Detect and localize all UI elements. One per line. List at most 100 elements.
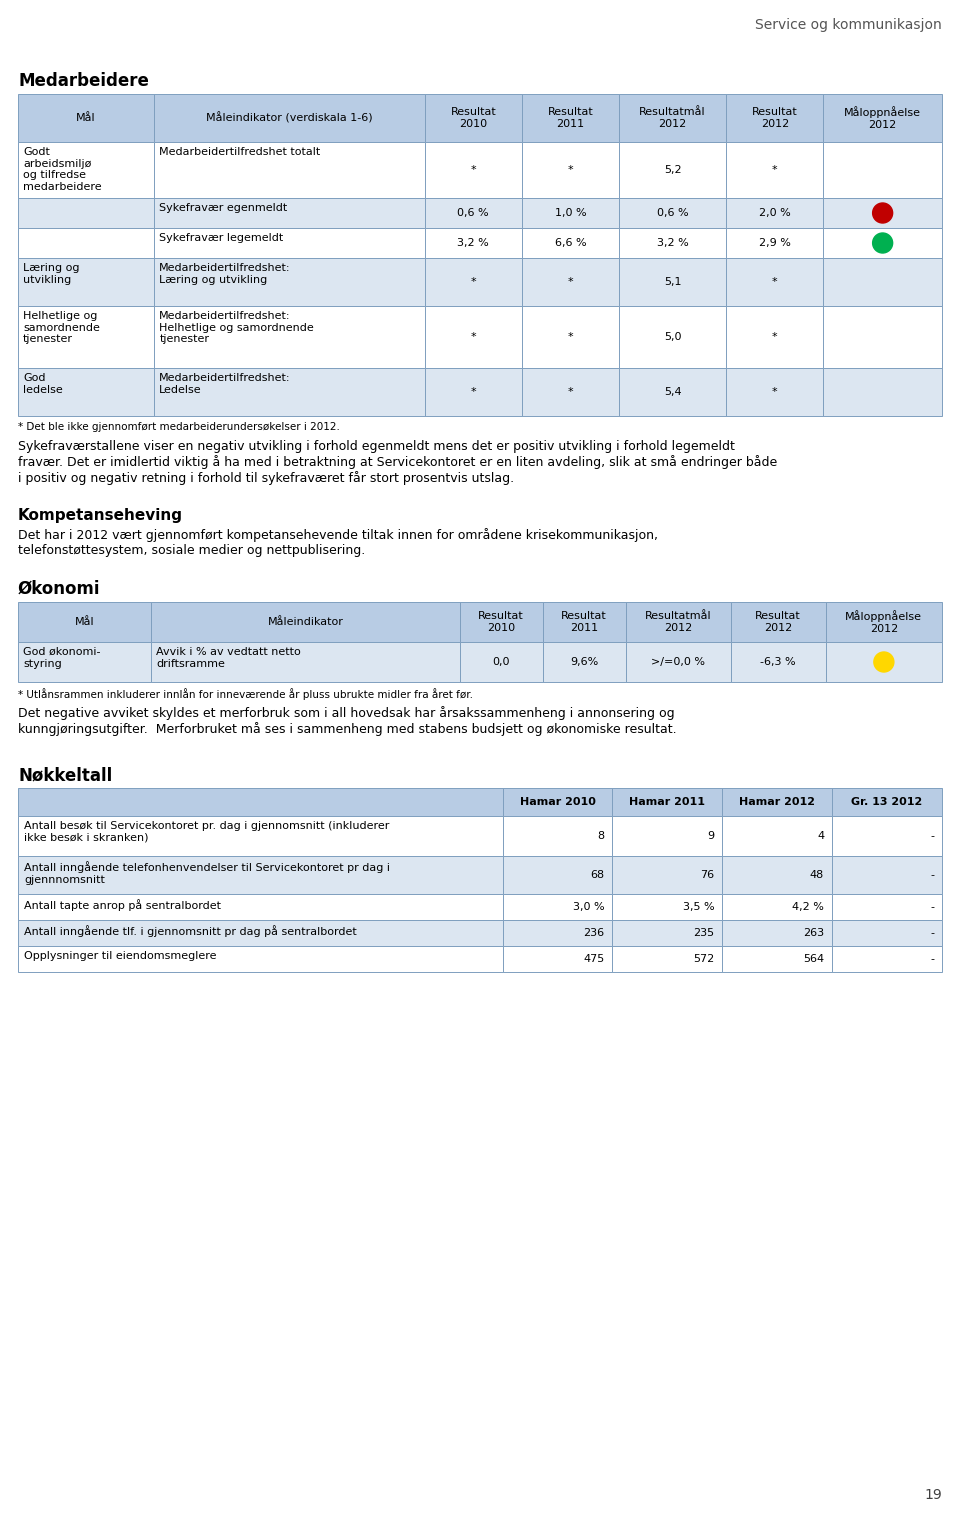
Text: Resultat
2011: Resultat 2011 <box>562 611 607 632</box>
Circle shape <box>873 233 893 252</box>
Bar <box>726 141 824 198</box>
Text: Resultatmål
2012: Resultatmål 2012 <box>645 611 711 632</box>
Bar <box>832 816 942 856</box>
Text: 6,6 %: 6,6 % <box>555 239 587 248</box>
Text: Mål: Mål <box>77 112 96 123</box>
Text: 3,0 %: 3,0 % <box>573 901 605 912</box>
Bar <box>619 228 726 258</box>
Bar <box>18 894 503 920</box>
Text: 4: 4 <box>817 831 824 841</box>
Text: *: * <box>772 166 778 175</box>
Text: Medarbeidertilfredshet:
Ledelse: Medarbeidertilfredshet: Ledelse <box>159 372 291 395</box>
Bar <box>824 198 942 228</box>
Text: 9: 9 <box>708 831 714 841</box>
Text: Måloppnåelse
2012: Måloppnåelse 2012 <box>846 610 923 634</box>
Bar <box>726 228 824 258</box>
Text: 5,4: 5,4 <box>663 388 682 397</box>
Bar <box>619 198 726 228</box>
Bar <box>424 94 522 141</box>
Text: 4,2 %: 4,2 % <box>792 901 824 912</box>
Bar <box>826 641 942 682</box>
Bar <box>18 641 152 682</box>
Bar <box>152 641 460 682</box>
Bar <box>503 787 612 816</box>
Text: 68: 68 <box>590 869 605 880</box>
Bar <box>619 368 726 416</box>
Text: 8: 8 <box>597 831 605 841</box>
Bar <box>612 787 722 816</box>
Bar <box>18 816 503 856</box>
Text: 236: 236 <box>584 929 605 938</box>
Text: Måleindikator (verdiskala 1-6): Måleindikator (verdiskala 1-6) <box>206 112 372 123</box>
Bar <box>155 228 424 258</box>
Bar <box>18 920 503 945</box>
Bar <box>522 228 619 258</box>
Bar <box>460 641 542 682</box>
Text: Kompetanseheving: Kompetanseheving <box>18 508 183 523</box>
Bar <box>824 368 942 416</box>
Text: Resultat
2010: Resultat 2010 <box>450 108 496 129</box>
Bar <box>722 894 832 920</box>
Bar <box>824 141 942 198</box>
Text: Antall tapte anrop på sentralbordet: Antall tapte anrop på sentralbordet <box>24 898 221 910</box>
Text: 0,6 %: 0,6 % <box>657 208 688 217</box>
Text: 0,6 %: 0,6 % <box>458 208 489 217</box>
Bar <box>722 920 832 945</box>
Text: 3,2 %: 3,2 % <box>457 239 490 248</box>
Text: Hamar 2012: Hamar 2012 <box>739 796 815 807</box>
Text: Godt
arbeidsmiljø
og tilfredse
medarbeidere: Godt arbeidsmiljø og tilfredse medarbeid… <box>23 147 102 192</box>
Bar <box>18 94 155 141</box>
Text: -: - <box>930 901 934 912</box>
Bar <box>824 228 942 258</box>
Text: Avvik i % av vedtatt netto
driftsramme: Avvik i % av vedtatt netto driftsramme <box>156 648 301 669</box>
Text: 235: 235 <box>693 929 714 938</box>
Text: *: * <box>470 277 476 287</box>
Bar <box>18 141 155 198</box>
Text: *: * <box>772 388 778 397</box>
Bar <box>726 258 824 306</box>
Bar <box>503 945 612 971</box>
Circle shape <box>873 204 893 223</box>
Text: *: * <box>567 277 573 287</box>
Text: 19: 19 <box>924 1488 942 1502</box>
Text: Medarbeidertilfredshet totalt: Medarbeidertilfredshet totalt <box>159 147 321 157</box>
Bar <box>726 198 824 228</box>
Bar <box>826 602 942 641</box>
Text: 48: 48 <box>810 869 824 880</box>
Text: 5,0: 5,0 <box>663 331 682 342</box>
Text: -: - <box>930 831 934 841</box>
Bar <box>612 920 722 945</box>
Bar <box>726 306 824 368</box>
Bar <box>731 641 826 682</box>
Bar <box>722 787 832 816</box>
Text: *: * <box>772 331 778 342</box>
Bar <box>18 602 152 641</box>
Bar <box>18 945 503 971</box>
Text: 263: 263 <box>803 929 824 938</box>
Text: Opplysninger til eiendomsmeglere: Opplysninger til eiendomsmeglere <box>24 952 217 961</box>
Bar <box>522 258 619 306</box>
Bar <box>424 368 522 416</box>
Bar <box>612 856 722 894</box>
Text: Sykefravær egenmeldt: Sykefravær egenmeldt <box>159 204 288 213</box>
Text: Måleindikator: Måleindikator <box>268 617 344 626</box>
Text: Nøkkeltall: Nøkkeltall <box>18 766 112 784</box>
Text: *: * <box>772 277 778 287</box>
Bar <box>152 602 460 641</box>
Text: -6,3 %: -6,3 % <box>760 657 796 667</box>
Text: >/=0,0 %: >/=0,0 % <box>651 657 706 667</box>
Bar <box>619 258 726 306</box>
Text: Økonomi: Økonomi <box>18 581 101 597</box>
Text: *: * <box>470 331 476 342</box>
Bar <box>155 141 424 198</box>
Text: *: * <box>567 331 573 342</box>
Text: Måloppnåelse
2012: Måloppnåelse 2012 <box>844 106 922 129</box>
Text: Det negative avviket skyldes et merforbruk som i all hovedsak har årsakssammenhe: Det negative avviket skyldes et merforbr… <box>18 705 677 736</box>
Text: 2,0 %: 2,0 % <box>758 208 791 217</box>
Text: Sykefravær legemeldt: Sykefravær legemeldt <box>159 233 283 243</box>
Text: Resultatmål
2012: Resultatmål 2012 <box>639 108 706 129</box>
Text: Service og kommunikasjon: Service og kommunikasjon <box>756 18 942 32</box>
Bar <box>726 94 824 141</box>
Bar <box>522 306 619 368</box>
Bar <box>18 198 155 228</box>
